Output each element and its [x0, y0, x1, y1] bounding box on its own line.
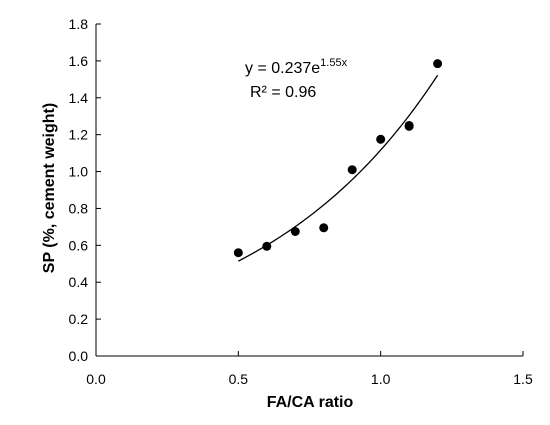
- x-tick-label: 0.0: [86, 371, 106, 387]
- x-tick-label: 1.5: [513, 371, 533, 387]
- y-axis-title: SP (%, cement weight): [41, 103, 58, 273]
- trendline: [238, 74, 439, 262]
- data-point: [376, 134, 386, 144]
- y-tick-label: 1.8: [69, 16, 89, 32]
- equation-annotation: y = 0.237e1.55x: [245, 57, 348, 77]
- y-tick-label: 1.0: [69, 164, 89, 180]
- y-tick-label: 0.2: [69, 311, 89, 327]
- data-point: [404, 120, 414, 130]
- y-tick-label: 0.6: [69, 237, 89, 253]
- x-tick-label: 0.5: [229, 371, 249, 387]
- data-point: [290, 227, 300, 236]
- equation-exponent: 1.55x: [320, 57, 347, 69]
- x-axis-title: FA/CA ratio: [267, 394, 354, 411]
- y-tick-label: 0.0: [69, 348, 89, 364]
- ticks: 0.0 0.2 0.4 0.6 0.8 1.0 1.2 1.4 1.6 1.8 0.0 0.5 1.0 1…: [69, 16, 533, 387]
- y-tick-label: 1.2: [69, 127, 89, 143]
- x-tick-label: 1.0: [371, 371, 391, 387]
- y-tick-label: 0.8: [69, 200, 89, 216]
- y-tick-label: 1.4: [69, 90, 89, 106]
- trendline-group: [238, 74, 439, 262]
- data-point: [233, 248, 243, 258]
- data-point: [433, 59, 443, 69]
- axes: [95, 24, 523, 357]
- r-squared-annotation: R² = 0.96: [250, 84, 316, 101]
- data-points: [233, 59, 443, 258]
- data-point: [262, 241, 272, 251]
- equation-base: y = 0.237e: [245, 60, 320, 77]
- y-tick-label: 0.4: [69, 274, 89, 290]
- y-tick-label: 1.6: [69, 53, 89, 69]
- data-point: [319, 223, 329, 233]
- data-point: [347, 165, 357, 175]
